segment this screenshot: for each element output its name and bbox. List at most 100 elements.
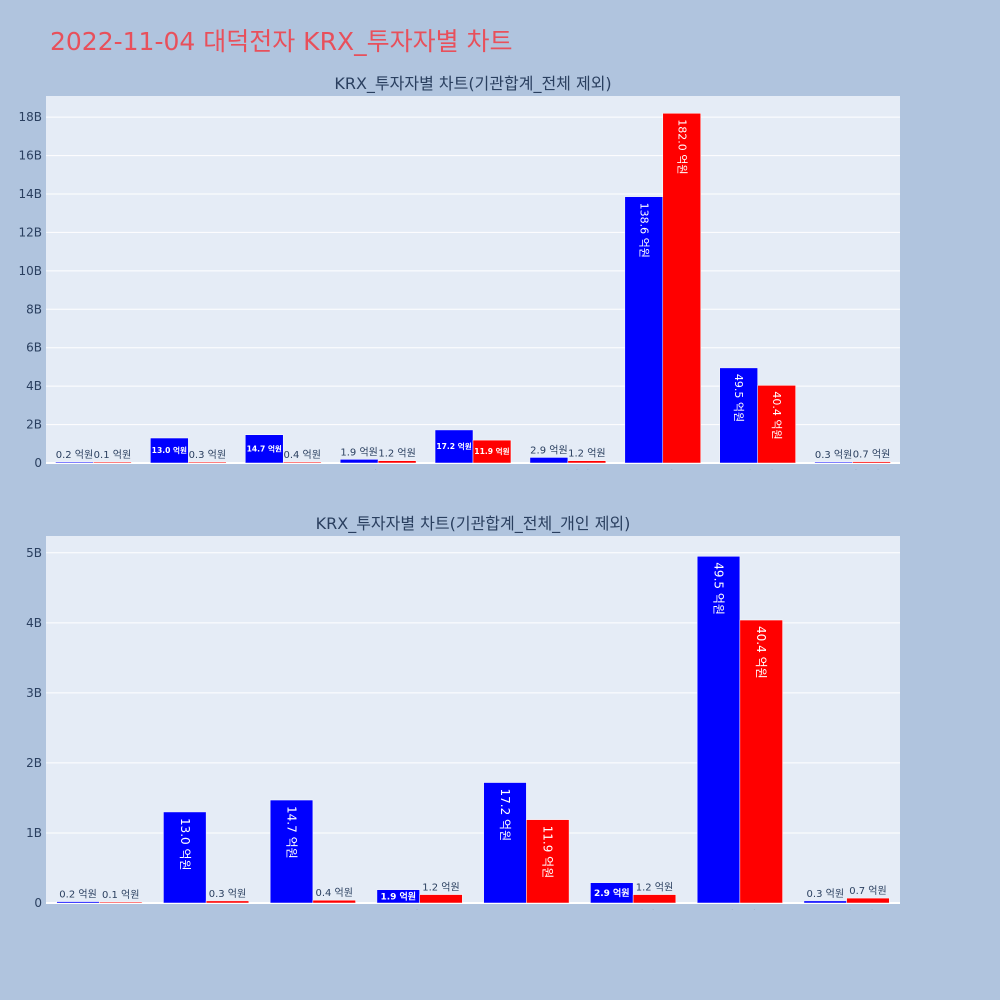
y-tick-label: 1B xyxy=(26,826,42,840)
y-tick-label: 6B xyxy=(26,341,42,355)
bar-buy xyxy=(55,461,94,464)
y-tick-label: 8B xyxy=(26,302,42,316)
y-tick-label: 0 xyxy=(34,896,42,910)
data-label: 1.2 억원 xyxy=(378,448,415,460)
bar-buy xyxy=(163,811,207,904)
bar-sell xyxy=(739,619,783,904)
bar-sell xyxy=(846,897,890,904)
bar-buy xyxy=(434,429,474,464)
data-label: 49.5 억원 xyxy=(732,374,745,422)
data-label: 0.3 억원 xyxy=(209,888,246,900)
x-tick-label: 금융투자 xyxy=(77,909,121,910)
y-tick-label: 0 xyxy=(34,456,42,470)
bar-buy xyxy=(245,434,284,464)
bar-sell xyxy=(632,894,677,904)
chart-title: KRX_투자자별 차트(기관합계_전체_개인 제외) xyxy=(316,514,631,534)
x-tick-label: 개인 xyxy=(652,469,674,470)
x-tick-label: 기타외국인 xyxy=(825,469,880,470)
bar-buy xyxy=(269,799,314,904)
x-tick-label: 연기금 등 xyxy=(502,909,550,910)
data-label: 13.0 억원 xyxy=(152,445,187,455)
data-label: 0.3 억원 xyxy=(807,888,844,900)
y-tick-label: 2B xyxy=(26,756,42,770)
chart-bottom: KRX_투자자별 차트(기관합계_전체_개인 제외) 0 1B 2B 3B 4B 5B 금융투… xyxy=(26,514,900,910)
bar-buy xyxy=(803,900,847,904)
x-tick-label: 연기금 등 xyxy=(449,469,497,470)
data-label: 0.2 억원 xyxy=(59,889,96,901)
data-label: 1.9 억원 xyxy=(380,890,416,902)
x-tick-label: 보험 xyxy=(195,909,217,910)
data-label: 0.7 억원 xyxy=(853,449,890,461)
data-label: 0.4 억원 xyxy=(283,449,320,461)
bar-sell xyxy=(526,819,570,904)
data-label: 40.4 억원 xyxy=(770,391,783,439)
y-tick-label: 10B xyxy=(18,264,42,278)
bar-buy xyxy=(150,437,189,464)
bar-buy xyxy=(56,901,100,904)
x-tick-label: 투신 xyxy=(272,469,294,470)
x-tick-label: 기타외국인 xyxy=(819,909,874,910)
bar-buy xyxy=(696,556,741,904)
bar-sell xyxy=(282,461,322,464)
data-label: 0.3 억원 xyxy=(815,449,852,461)
y-tick-label: 18B xyxy=(18,110,42,124)
data-label: 40.4 억원 xyxy=(754,626,768,679)
bar-sell xyxy=(93,461,132,464)
data-label: 182.0 억원 xyxy=(675,119,688,174)
x-tick-label: 외국인 xyxy=(741,469,774,470)
data-label: 17.2 억원 xyxy=(436,441,471,451)
bar-sell xyxy=(312,899,356,904)
x-tick-label: 기타법인 xyxy=(546,469,590,470)
data-label: 17.2 억원 xyxy=(498,789,512,842)
x-tick-label: 투신 xyxy=(302,909,324,910)
bar-buy xyxy=(814,461,853,464)
data-label: 11.9 억원 xyxy=(474,446,509,456)
x-tick-label: 기타법인 xyxy=(611,909,655,910)
bar-sell xyxy=(567,460,607,464)
chart-title: KRX_투자자별 차트(기관합계_전체 제외) xyxy=(334,74,611,94)
bar-sell xyxy=(377,460,417,464)
data-label: 0.1 억원 xyxy=(94,449,131,461)
x-tick-label: 금융투자 xyxy=(71,469,115,470)
data-label: 1.2 억원 xyxy=(568,448,605,460)
data-label: 0.3 억원 xyxy=(189,449,226,461)
bar-sell xyxy=(205,900,250,904)
data-label: 14.7 억원 xyxy=(247,443,282,453)
y-tick-label: 3B xyxy=(26,686,42,700)
bar-buy xyxy=(719,367,758,464)
y-tick-label: 2B xyxy=(26,418,42,432)
bar-buy xyxy=(339,459,379,464)
x-tick-label: 사모 xyxy=(367,469,389,470)
data-label: 13.0 억원 xyxy=(178,818,192,871)
data-label: 0.7 억원 xyxy=(849,885,886,897)
data-label: 11.9 억원 xyxy=(541,826,555,879)
y-tick-label: 16B xyxy=(18,149,42,163)
x-tick-label: 보험 xyxy=(177,469,199,470)
bar-sell xyxy=(472,439,512,464)
bar-sell xyxy=(419,894,463,904)
data-label: 0.2 억원 xyxy=(56,449,93,461)
data-label: 2.9 억원 xyxy=(594,887,630,899)
x-tick-label: 사모 xyxy=(409,909,431,910)
y-tick-label: 5B xyxy=(26,546,42,560)
data-label: 1.2 억원 xyxy=(636,882,673,894)
data-label: 49.5 억원 xyxy=(712,562,726,615)
y-tick-label: 4B xyxy=(26,379,42,393)
bar-sell xyxy=(99,901,143,904)
data-label: 14.7 억원 xyxy=(285,806,299,859)
bar-buy xyxy=(483,782,527,904)
data-label: 1.9 억원 xyxy=(340,446,377,458)
bar-buy xyxy=(529,457,569,464)
bar-sell xyxy=(757,385,796,464)
y-tick-label: 14B xyxy=(18,187,42,201)
x-tick-label: 외국인 xyxy=(723,909,756,910)
data-label: 0.1 억원 xyxy=(102,889,139,901)
data-label: 0.4 억원 xyxy=(315,887,352,899)
bar-sell xyxy=(662,113,701,464)
page-title: 2022-11-04 대덕전자 KRX_투자자별 차트 xyxy=(50,27,513,56)
data-label: 1.2 억원 xyxy=(422,882,459,894)
bar-buy xyxy=(590,882,634,904)
data-label: 2.9 억원 xyxy=(530,444,567,456)
bar-sell xyxy=(852,461,891,464)
bar-buy xyxy=(624,196,664,464)
